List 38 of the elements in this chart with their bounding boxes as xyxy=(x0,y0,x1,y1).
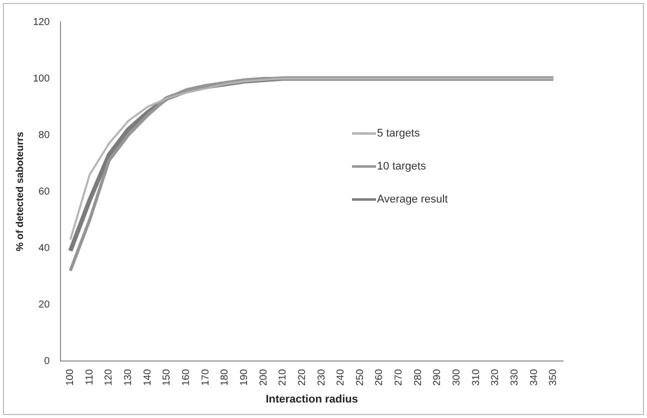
y-tick-label: 20 xyxy=(38,299,50,310)
x-tick-label: 260 xyxy=(374,368,386,386)
x-tick-label: 190 xyxy=(238,368,250,386)
x-tick-label: 110 xyxy=(84,368,96,386)
x-tick-label: 220 xyxy=(296,368,308,386)
y-tick-label: 100 xyxy=(32,73,50,84)
x-tick-label: 270 xyxy=(394,368,405,386)
x-tick-label: 350 xyxy=(548,368,560,386)
x-tick-label: 150 xyxy=(162,368,173,386)
x-tick-label: 160 xyxy=(181,368,192,386)
y-tick-label: 0 xyxy=(44,356,50,367)
y-tick-label: 40 xyxy=(38,242,50,254)
x-tick-label: 250 xyxy=(354,368,366,386)
x-tick-label: 320 xyxy=(490,368,502,386)
x-tick-label: 200 xyxy=(258,368,270,386)
legend-label: 5 targets xyxy=(377,128,420,140)
legend-label: Average result xyxy=(377,194,448,206)
x-tick-label: 340 xyxy=(528,368,540,386)
x-tick-label: 170 xyxy=(200,368,212,386)
x-tick-label: 240 xyxy=(336,368,347,386)
x-axis-title: Interaction radius xyxy=(266,393,358,406)
y-axis-title: % of detected saboteurrs xyxy=(14,131,26,252)
y-tick-label: 120 xyxy=(32,16,50,28)
x-tick-label: 300 xyxy=(451,368,462,386)
x-tick-label: 130 xyxy=(123,368,134,386)
x-tick-label: 290 xyxy=(432,368,444,386)
x-tick-label: 100 xyxy=(65,368,76,386)
legend-label: 10 targets xyxy=(377,160,426,173)
x-tick-label: 210 xyxy=(278,368,289,386)
x-tick-label: 280 xyxy=(412,368,424,386)
x-tick-label: 230 xyxy=(316,368,328,386)
x-tick-label: 180 xyxy=(220,368,231,386)
y-tick-label: 80 xyxy=(38,130,50,141)
x-tick-label: 330 xyxy=(509,368,520,386)
x-tick-label: 120 xyxy=(104,368,115,386)
x-tick-label: 140 xyxy=(142,368,154,386)
y-tick-label: 60 xyxy=(38,186,50,198)
x-tick-label: 310 xyxy=(470,368,482,386)
